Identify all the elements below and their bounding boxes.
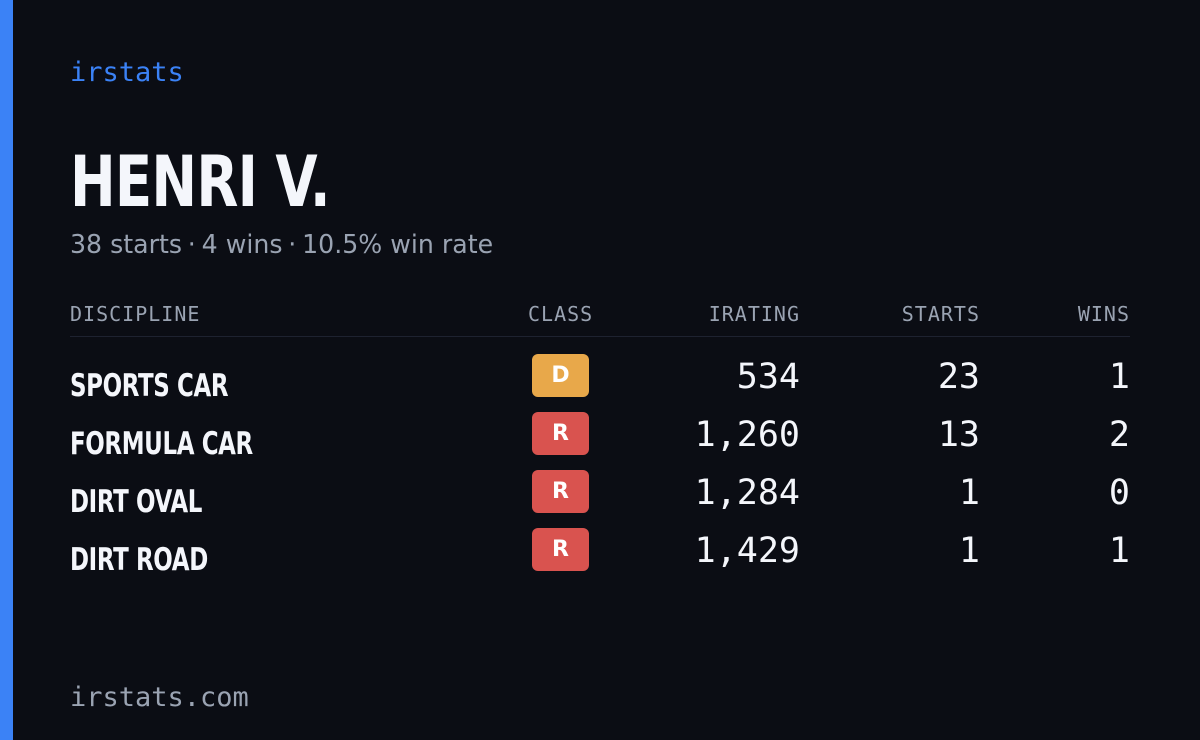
win-rate-summary: 10.5% win rate xyxy=(302,230,494,260)
irating-cell: 1,429 xyxy=(694,531,800,571)
wins-cell: 1 xyxy=(1108,531,1130,571)
wins-summary: 4 wins xyxy=(201,230,283,260)
table-body: SPORTS CAR D 534 23 1 FORMULA CAR R 1,26… xyxy=(70,354,1130,586)
starts-cell: 1 xyxy=(958,473,980,513)
table-row: SPORTS CAR D 534 23 1 xyxy=(70,354,1130,412)
starts-cell: 1 xyxy=(958,531,980,571)
irating-cell: 1,260 xyxy=(694,415,800,455)
starts-summary: 38 starts xyxy=(70,230,182,260)
header-class: CLASS xyxy=(528,302,594,326)
license-class-badge: D xyxy=(532,354,589,397)
header-irating: IRATING xyxy=(708,302,800,326)
table-row: FORMULA CAR R 1,260 13 2 xyxy=(70,412,1130,470)
irating-cell: 1,284 xyxy=(694,473,800,513)
accent-bar xyxy=(0,0,13,740)
table-row: DIRT OVAL R 1,284 1 0 xyxy=(70,470,1130,528)
discipline-cell: DIRT ROAD xyxy=(70,542,208,578)
discipline-cell: FORMULA CAR xyxy=(70,426,253,462)
driver-summary: 38 starts · 4 wins · 10.5% win rate xyxy=(70,227,493,263)
discipline-cell: DIRT OVAL xyxy=(70,484,202,520)
header-wins: WINS xyxy=(1077,302,1130,326)
brand-logo-text: irstats xyxy=(70,57,184,88)
wins-cell: 2 xyxy=(1108,415,1130,455)
wins-cell: 0 xyxy=(1108,473,1130,513)
starts-cell: 23 xyxy=(937,357,980,397)
irating-cell: 534 xyxy=(736,357,800,397)
footer-url: irstats.com xyxy=(70,682,249,713)
license-class-badge: R xyxy=(532,470,589,513)
table-row: DIRT ROAD R 1,429 1 1 xyxy=(70,528,1130,586)
separator: · xyxy=(288,230,297,260)
wins-cell: 1 xyxy=(1108,357,1130,397)
starts-cell: 13 xyxy=(937,415,980,455)
separator: · xyxy=(187,230,196,260)
license-class-badge: R xyxy=(532,528,589,571)
license-class-badge: R xyxy=(532,412,589,455)
header-discipline: DISCIPLINE xyxy=(70,302,201,326)
driver-name: HENRI V. xyxy=(70,141,331,223)
discipline-cell: SPORTS CAR xyxy=(70,368,229,404)
table-header: DISCIPLINE CLASS IRATING STARTS WINS xyxy=(70,298,1130,337)
header-starts: STARTS xyxy=(901,302,980,326)
